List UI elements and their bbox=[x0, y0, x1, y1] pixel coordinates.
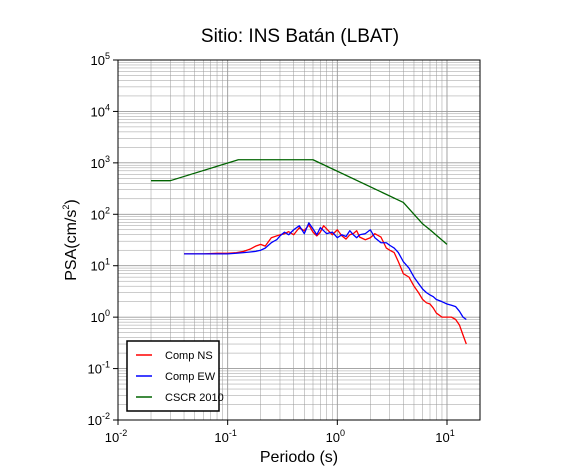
plot-frame bbox=[117, 59, 481, 421]
legend: Comp NS Comp EW CSCR 2010 bbox=[126, 340, 224, 412]
x-tick-label: 101 bbox=[435, 428, 454, 445]
x-axis-label: Periodo (s) bbox=[260, 449, 338, 466]
series-cscr-2010 bbox=[151, 159, 448, 245]
legend-label-cscr: CSCR 2010 bbox=[165, 392, 224, 404]
chart-title: Sitio: INS Batán (LBAT) bbox=[201, 26, 399, 47]
y-tick-label: 104 bbox=[91, 102, 110, 119]
y-tick-label: 10-2 bbox=[88, 411, 110, 428]
y-axis-label-close: ) bbox=[63, 199, 80, 204]
axis-ticks bbox=[113, 59, 448, 425]
y-tick-label: 100 bbox=[91, 308, 110, 325]
y-tick-label: 103 bbox=[91, 154, 110, 171]
x-tick-labels: 10-2 10-1 100 101 bbox=[105, 428, 455, 445]
y-axis-label-sup: 2 bbox=[61, 205, 71, 210]
x-tick-label: 100 bbox=[326, 428, 345, 445]
y-tick-labels: 10-2 10-1 100 101 102 103 104 105 bbox=[88, 51, 110, 428]
legend-label-ns: Comp NS bbox=[165, 350, 213, 362]
series-comp-ns bbox=[184, 224, 467, 345]
series-comp-ew bbox=[184, 222, 467, 321]
y-axis-label-main: PSA(cm/s bbox=[63, 210, 80, 281]
legend-label-ew: Comp EW bbox=[165, 371, 216, 383]
y-axis-label: PSA(cm/s2) bbox=[61, 199, 80, 280]
series-layer bbox=[151, 159, 467, 345]
y-tick-label: 101 bbox=[91, 257, 110, 274]
y-tick-label: 102 bbox=[91, 205, 110, 222]
y-tick-label: 10-1 bbox=[88, 360, 110, 377]
grid-lines bbox=[117, 60, 481, 421]
y-tick-label: 105 bbox=[91, 51, 110, 68]
x-tick-label: 10-1 bbox=[214, 428, 236, 445]
x-tick-label: 10-2 bbox=[105, 428, 127, 445]
